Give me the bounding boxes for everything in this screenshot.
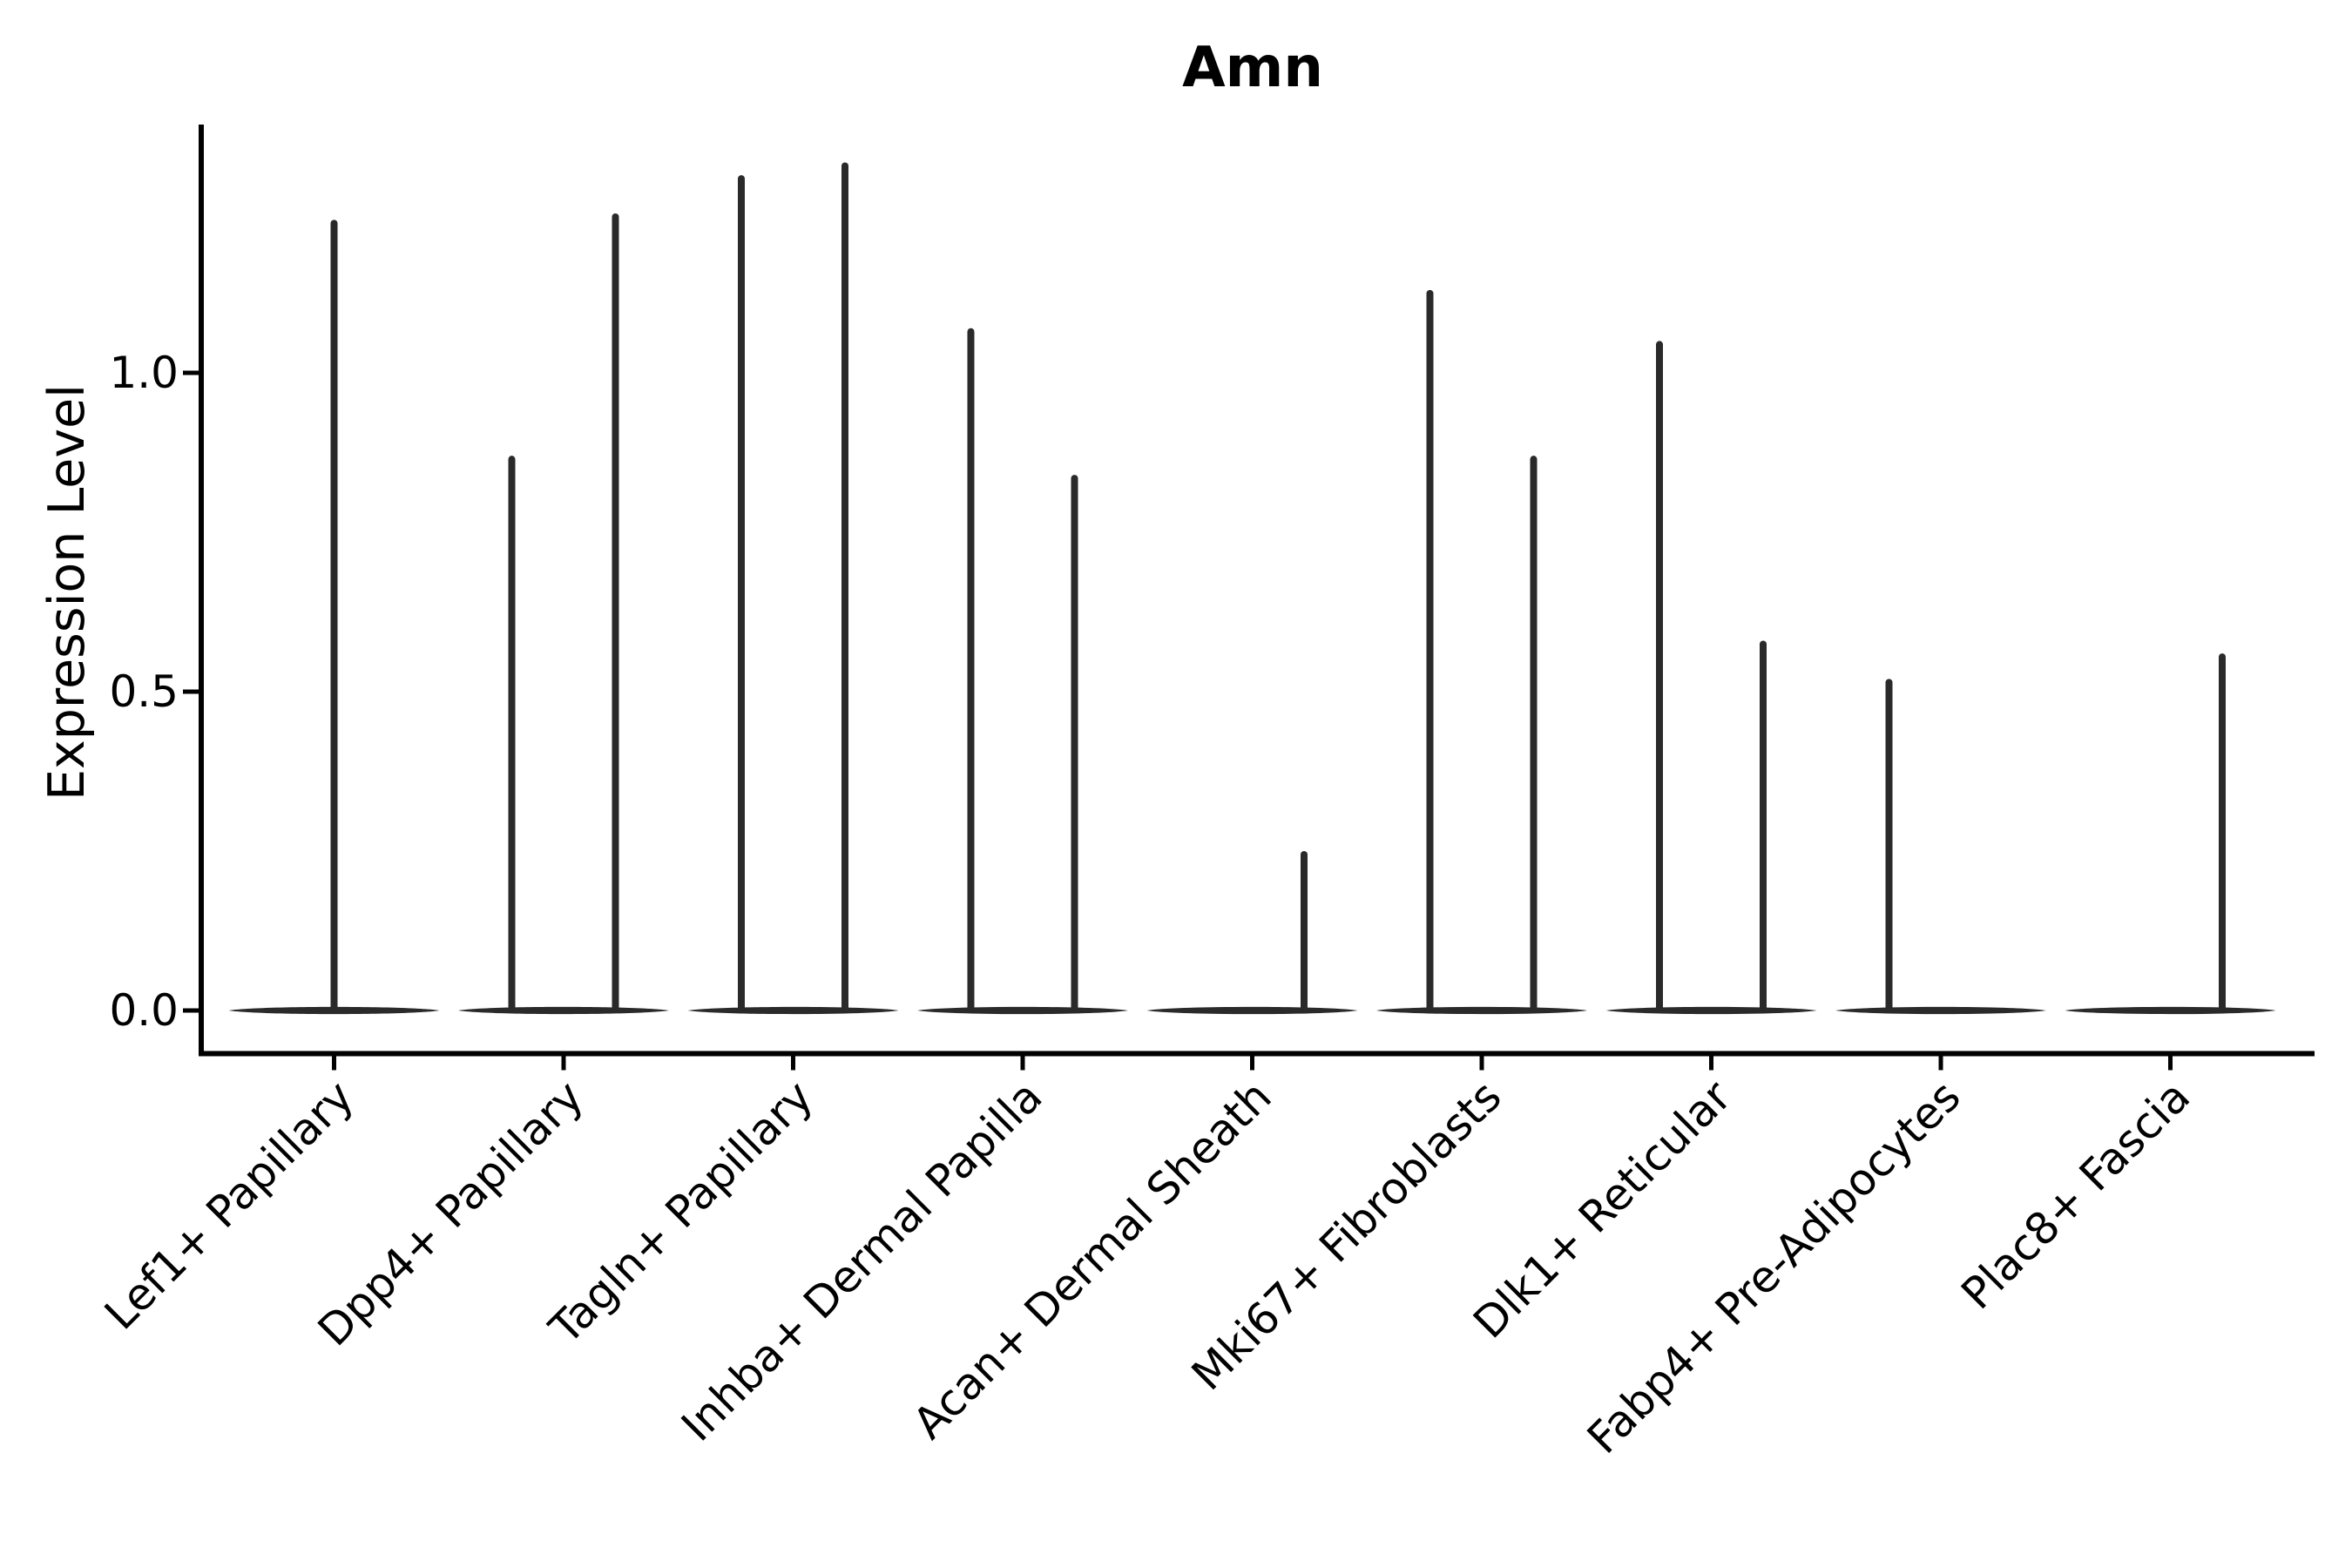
y-tick-label: 0.0 bbox=[109, 985, 179, 1036]
y-tick-label: 0.5 bbox=[109, 666, 179, 717]
violin-group bbox=[917, 328, 1128, 1015]
plot-title: Amn bbox=[1182, 36, 1323, 100]
violin-body bbox=[1376, 1006, 1587, 1015]
violin-body bbox=[687, 1006, 899, 1015]
violin-body bbox=[1835, 1006, 2046, 1015]
violin-group bbox=[458, 213, 669, 1015]
violin-group bbox=[1605, 341, 1817, 1015]
violin-group bbox=[228, 220, 440, 1015]
violin-body bbox=[1146, 1006, 1358, 1015]
violin-group bbox=[1376, 289, 1587, 1015]
violin-body bbox=[1605, 1006, 1817, 1015]
violin-body bbox=[458, 1006, 669, 1015]
violin-body bbox=[917, 1006, 1128, 1015]
violin-group bbox=[1146, 851, 1358, 1015]
violin-group bbox=[1835, 679, 2046, 1015]
violin-group bbox=[2065, 653, 2276, 1015]
y-tick-label: 1.0 bbox=[109, 348, 179, 398]
violin-group bbox=[687, 162, 899, 1015]
violin-body bbox=[2065, 1006, 2276, 1015]
